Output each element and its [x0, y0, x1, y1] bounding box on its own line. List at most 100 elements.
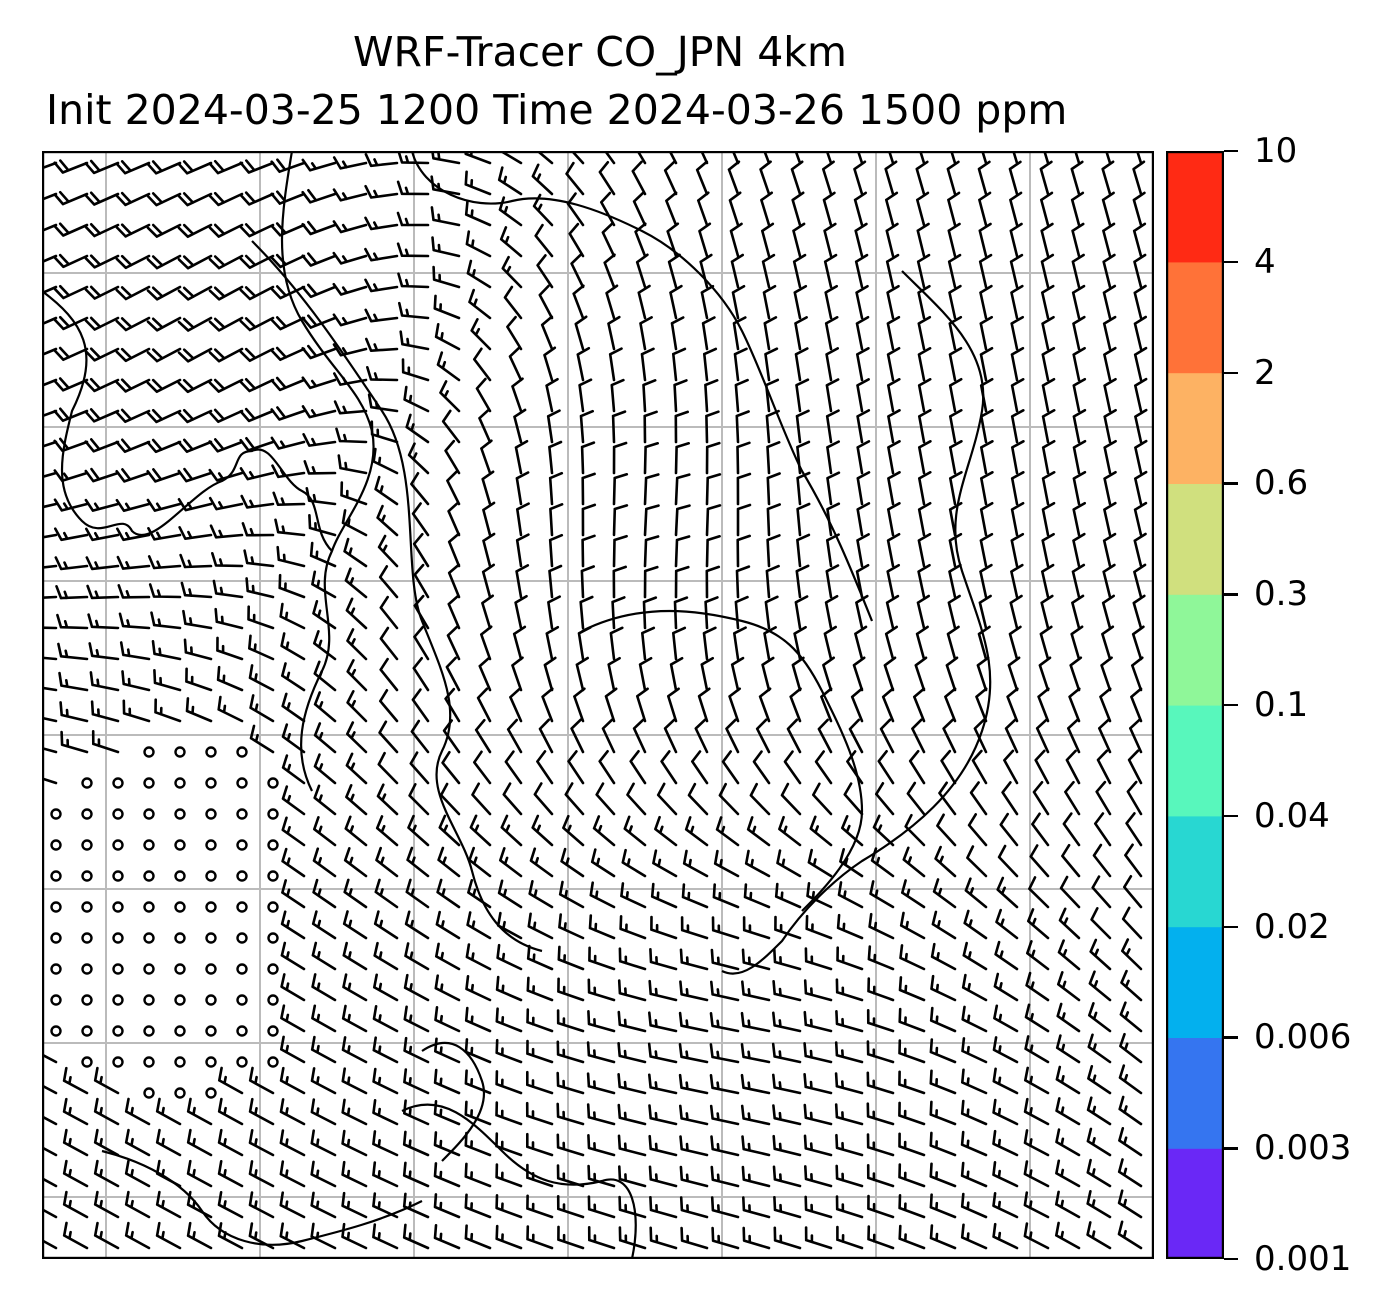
wind-barb: [820, 687, 833, 723]
wind-barb: [835, 1164, 864, 1188]
wind-barb: [408, 783, 430, 816]
wind-barb: [247, 605, 275, 630]
wind-barb: [742, 916, 771, 940]
wind-barb: [643, 535, 660, 568]
wind-barb: [852, 656, 866, 692]
wind-barb: [430, 206, 461, 227]
wind-barb: [372, 1067, 399, 1095]
wind-barb: [576, 346, 591, 382]
wind-barb: [749, 782, 771, 816]
wind-barb: [772, 980, 802, 1002]
wind-barb: [608, 347, 623, 382]
wind-barb: [601, 718, 616, 754]
wind-barb: [441, 750, 461, 785]
wind-barb: [1039, 625, 1053, 661]
wind-barb: [1132, 160, 1146, 196]
wind-barb: [1009, 222, 1023, 258]
wind-barb: [699, 253, 713, 289]
wind-barb: [433, 1224, 461, 1250]
wind-barb: [495, 1163, 523, 1188]
wind-barb: [695, 160, 709, 196]
wind-barb: [885, 222, 899, 258]
wind-barb: [866, 1071, 895, 1095]
wind-barb: [623, 815, 647, 847]
wind-barb: [333, 400, 368, 415]
wind-barb: [774, 915, 802, 940]
wind-barb: [146, 347, 182, 363]
wind-barb: [850, 687, 864, 723]
wind-barb: [515, 533, 530, 568]
wind-barb: [681, 883, 709, 909]
wind-barb: [823, 253, 838, 289]
wind-barb: [340, 481, 368, 506]
wind-barb: [62, 1159, 89, 1188]
wind-barb: [993, 972, 1019, 1002]
wind-barb: [868, 912, 895, 940]
wind-barb: [1118, 1095, 1143, 1126]
wind-barb: [617, 1103, 647, 1126]
wind-barb: [580, 565, 595, 599]
wind-barb: [208, 316, 244, 332]
wind-barb: [90, 700, 120, 723]
wind-barb: [980, 440, 994, 475]
wind-barb: [589, 881, 616, 909]
wind-barb: [898, 1224, 926, 1250]
calm-wind-circle: [81, 963, 93, 975]
wind-barb: [1055, 1221, 1081, 1250]
wind-barb: [341, 509, 368, 537]
colorbar-band: [1166, 926, 1224, 1038]
wind-barb: [826, 471, 841, 506]
wind-barb: [663, 160, 678, 196]
wind-barb: [433, 1068, 461, 1095]
wind-barb: [377, 534, 399, 568]
wind-barb: [467, 879, 492, 909]
wind-barb: [915, 160, 929, 196]
wind-barb: [762, 284, 777, 320]
wind-barb: [867, 945, 895, 971]
wind-barb: [947, 594, 961, 630]
wind-barb: [1041, 440, 1056, 475]
wind-barb: [396, 242, 430, 258]
wind-barb: [396, 211, 430, 227]
wind-barb: [679, 1104, 709, 1126]
wind-barb: [643, 565, 659, 599]
wind-barb: [855, 564, 870, 599]
wind-barb: [772, 1073, 802, 1095]
colorbar-tick-label: 0.001: [1254, 1239, 1352, 1279]
calm-wind-circle: [143, 870, 155, 882]
wind-barb: [208, 159, 244, 175]
wind-barb: [343, 847, 368, 878]
calm-wind-circle: [112, 901, 124, 913]
wind-barb: [147, 527, 182, 541]
wind-barb: [431, 236, 461, 258]
wind-barb: [281, 816, 306, 847]
wind-barb: [899, 911, 926, 940]
wind-barb: [715, 816, 740, 847]
wind-barb: [86, 584, 120, 600]
wind-barb: [913, 687, 926, 723]
wind-barb: [309, 541, 337, 568]
wind-barb: [536, 254, 554, 289]
wind-barb: [1071, 222, 1085, 258]
wind-barb: [526, 976, 554, 1002]
calm-wind-circle: [143, 777, 155, 789]
wind-barb: [377, 751, 399, 785]
wind-barb: [404, 942, 430, 971]
wind-barb: [186, 1097, 213, 1126]
wind-barb: [373, 941, 399, 971]
wind-barb: [885, 191, 899, 227]
wind-barb: [678, 1043, 709, 1064]
wind-barb: [556, 1164, 585, 1188]
coastline-peninsula: [251, 240, 543, 953]
wind-barb: [610, 378, 625, 413]
wind-barb: [407, 814, 430, 847]
wind-barb: [399, 330, 430, 351]
wind-barb: [1041, 378, 1056, 413]
wind-barb: [214, 607, 244, 630]
wind-barb: [670, 316, 685, 351]
wind-barb: [999, 812, 1019, 847]
wind-barb: [243, 549, 275, 568]
wind-barb: [741, 1165, 771, 1188]
wind-barb: [809, 815, 833, 847]
wind-barb: [1026, 940, 1050, 971]
